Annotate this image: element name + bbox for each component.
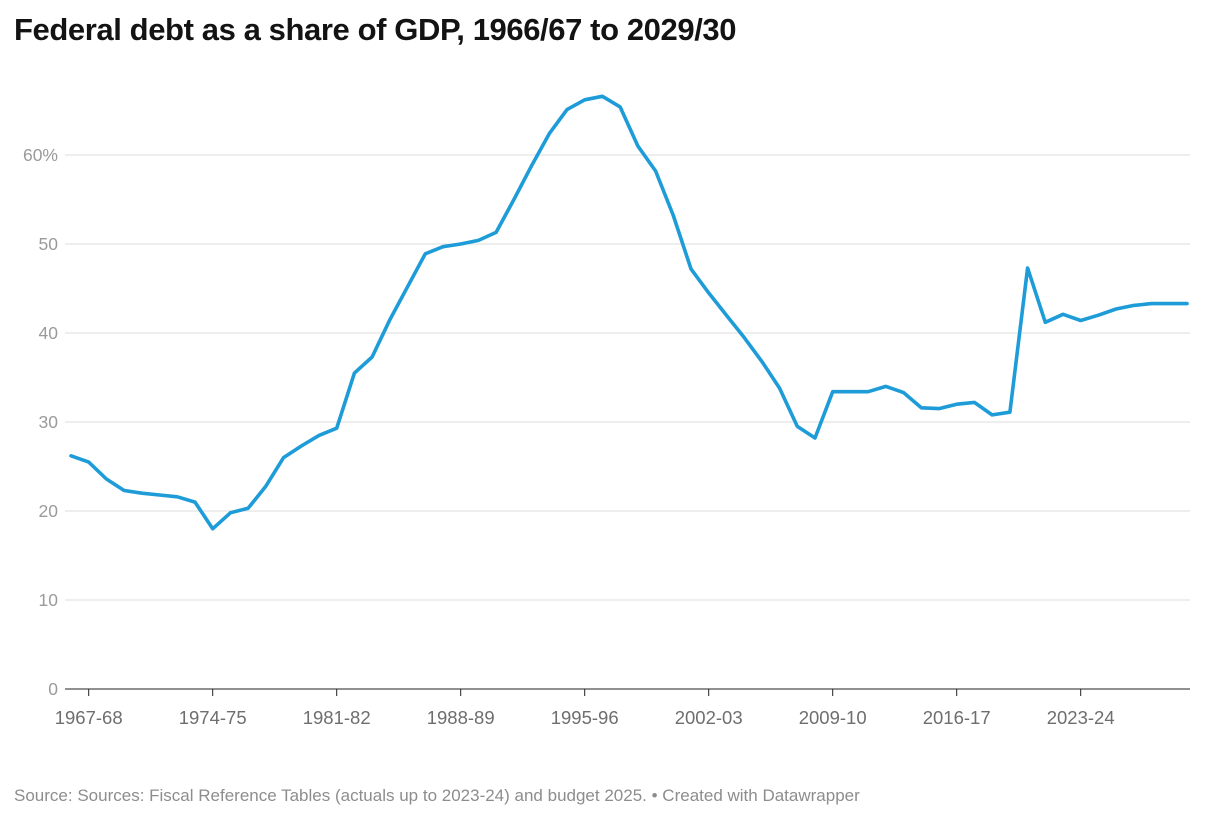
- x-axis-tick-label: 2016-17: [923, 707, 991, 728]
- x-axis-tick-label: 1974-75: [179, 707, 247, 728]
- x-axis-tick-label: 1967-68: [55, 707, 123, 728]
- chart-footer: Source: Sources: Fiscal Reference Tables…: [14, 786, 860, 806]
- y-axis-tick-label: 20: [39, 501, 59, 521]
- source-label: Source:: [14, 786, 73, 805]
- y-axis-tick-label: 50: [39, 234, 59, 254]
- x-axis-tick-label: 2002-03: [675, 707, 743, 728]
- chart-title: Federal debt as a share of GDP, 1966/67 …: [14, 12, 737, 47]
- x-axis-tick-label: 2023-24: [1047, 707, 1115, 728]
- y-axis-tick-label: 60%: [23, 145, 58, 165]
- y-axis-tick-label: 30: [39, 412, 59, 432]
- line-chart: 0 10 20 30 40 50 60% 1967-68 1974-75 1981-82 1988-…: [23, 94, 1190, 728]
- footer-separator: •: [651, 786, 658, 805]
- federal-debt-line: [69, 94, 1189, 531]
- x-axis-tick-label: 2009-10: [799, 707, 867, 728]
- source-text: Sources: Fiscal Reference Tables (actual…: [77, 786, 647, 805]
- y-axis-tick-label: 10: [39, 590, 59, 610]
- y-axis-tick-label: 40: [39, 323, 59, 343]
- x-axis-tick-label: 1988-89: [427, 707, 495, 728]
- x-axis-tick-label: 1981-82: [303, 707, 371, 728]
- y-axis-tick-label: 0: [48, 679, 58, 699]
- x-axis-tick-label: 1995-96: [551, 707, 619, 728]
- datawrapper-attribution-link[interactable]: Created with Datawrapper: [662, 786, 860, 805]
